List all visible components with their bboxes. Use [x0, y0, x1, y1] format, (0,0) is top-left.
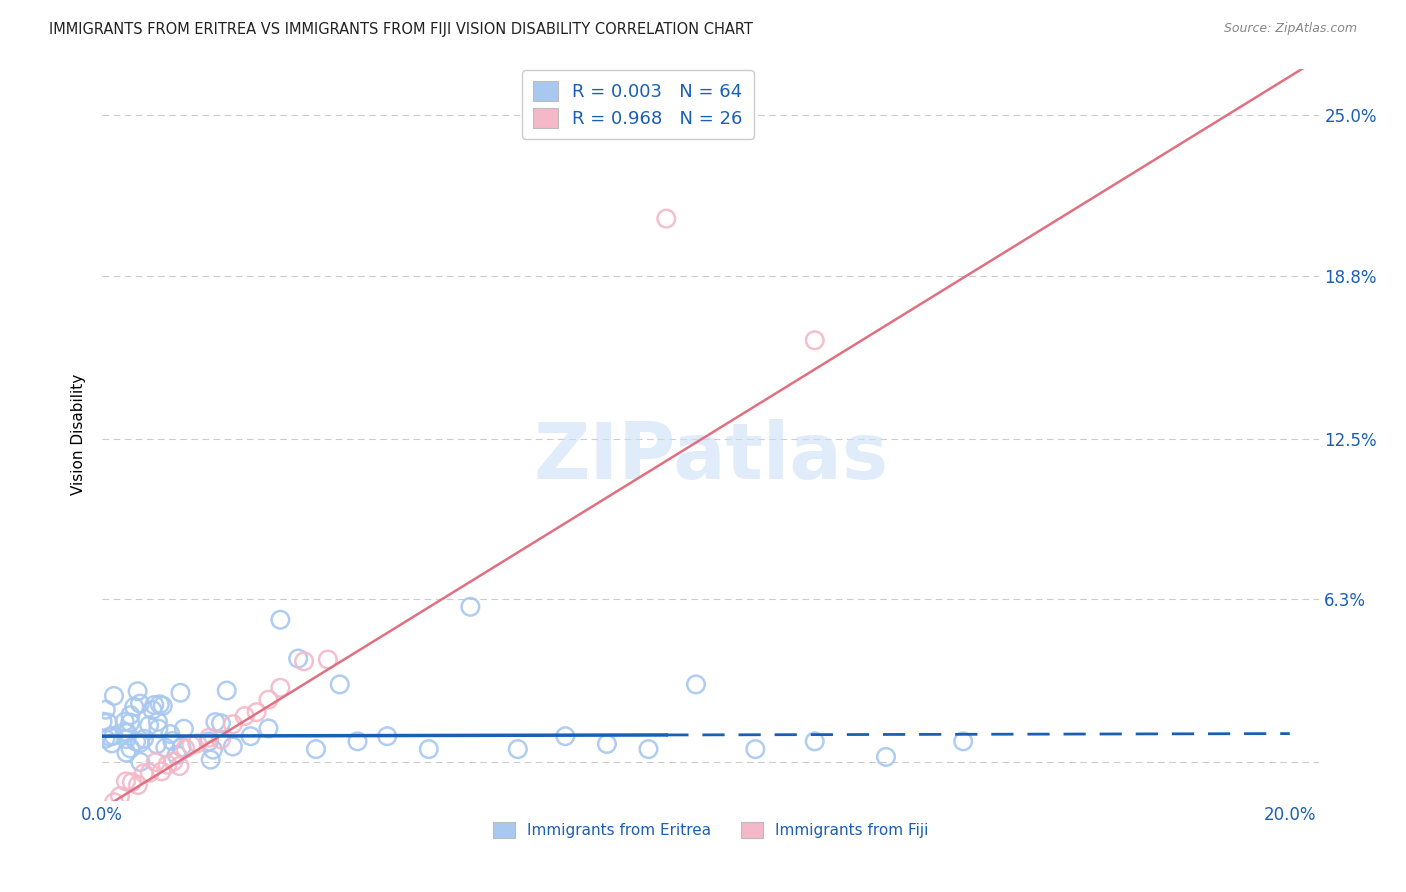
Point: [114, 725, 136, 739]
Point: [145, 755, 167, 769]
Point: [198, 731, 221, 745]
Point: [149, 698, 172, 712]
Point: [120, 715, 142, 730]
Point: [129, 736, 152, 750]
Point: [162, 755, 184, 769]
Point: [115, 726, 138, 740]
Point: [132, 766, 155, 780]
Point: [269, 681, 291, 695]
Point: [269, 613, 291, 627]
Point: [222, 739, 245, 754]
Point: [162, 734, 184, 748]
Point: [596, 737, 619, 751]
Point: [138, 718, 160, 732]
Point: [685, 677, 707, 691]
Point: [316, 652, 339, 666]
Point: [129, 697, 152, 711]
Point: [375, 729, 398, 743]
Point: [245, 705, 267, 719]
Text: IMMIGRANTS FROM ERITREA VS IMMIGRANTS FROM FIJI VISION DISABILITY CORRELATION CH: IMMIGRANTS FROM ERITREA VS IMMIGRANTS FR…: [49, 22, 754, 37]
Point: [159, 727, 181, 741]
Point: [115, 774, 138, 789]
Point: [305, 742, 328, 756]
Point: [346, 734, 368, 748]
Point: [150, 764, 173, 779]
Point: [875, 750, 897, 764]
Point: [101, 736, 124, 750]
Point: [655, 211, 678, 226]
Point: [129, 755, 152, 769]
Point: [122, 699, 145, 714]
Point: [233, 709, 256, 723]
Point: [209, 732, 232, 747]
Point: [146, 738, 169, 752]
Point: [155, 740, 177, 755]
Point: [98, 730, 121, 744]
Point: [803, 734, 825, 748]
Y-axis label: Vision Disability: Vision Disability: [72, 374, 86, 495]
Point: [215, 683, 238, 698]
Point: [169, 686, 191, 700]
Point: [143, 698, 166, 712]
Point: [103, 689, 125, 703]
Point: [121, 775, 143, 789]
Point: [180, 738, 202, 752]
Point: [152, 698, 174, 713]
Point: [94, 731, 117, 746]
Point: [146, 714, 169, 729]
Point: [198, 734, 221, 748]
Legend: Immigrants from Eritrea, Immigrants from Fiji: Immigrants from Eritrea, Immigrants from…: [486, 815, 935, 845]
Point: [120, 708, 142, 723]
Point: [94, 703, 117, 717]
Point: [166, 747, 188, 762]
Point: [292, 654, 315, 668]
Point: [239, 729, 262, 743]
Point: [222, 717, 245, 731]
Point: [120, 741, 142, 756]
Point: [170, 740, 193, 755]
Point: [103, 795, 125, 809]
Point: [108, 789, 131, 803]
Point: [169, 759, 191, 773]
Point: [418, 742, 440, 756]
Point: [803, 333, 825, 347]
Point: [204, 715, 226, 730]
Point: [174, 741, 197, 756]
Point: [138, 765, 160, 780]
Point: [287, 651, 309, 665]
Point: [460, 599, 482, 614]
Point: [202, 742, 225, 756]
Point: [506, 742, 529, 756]
Point: [329, 677, 352, 691]
Point: [127, 684, 149, 698]
Point: [209, 716, 232, 731]
Point: [91, 714, 114, 729]
Point: [148, 722, 170, 736]
Text: ZIPatlas: ZIPatlas: [533, 418, 889, 495]
Point: [132, 731, 155, 746]
Point: [156, 757, 179, 772]
Point: [200, 753, 222, 767]
Point: [125, 734, 148, 748]
Point: [115, 731, 138, 746]
Point: [744, 742, 766, 756]
Point: [115, 746, 138, 760]
Point: [637, 742, 659, 756]
Point: [103, 729, 125, 743]
Point: [186, 736, 208, 750]
Point: [952, 734, 974, 748]
Point: [114, 714, 136, 729]
Point: [257, 722, 280, 736]
Point: [141, 703, 163, 717]
Point: [97, 715, 120, 730]
Point: [257, 692, 280, 706]
Point: [173, 722, 195, 736]
Point: [127, 778, 149, 792]
Text: Source: ZipAtlas.com: Source: ZipAtlas.com: [1223, 22, 1357, 36]
Point: [554, 729, 576, 743]
